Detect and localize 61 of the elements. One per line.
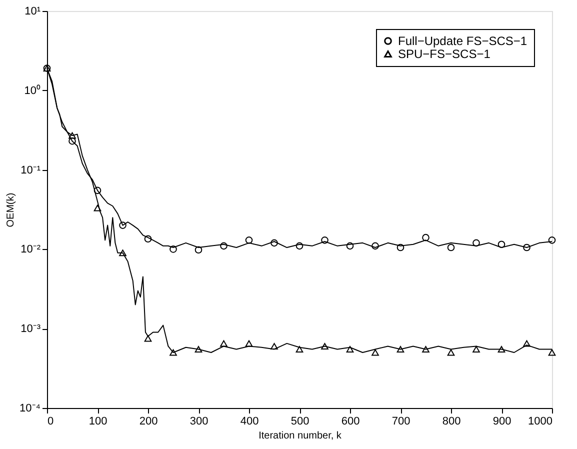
y-tick-label: 10⁻¹ xyxy=(20,164,41,176)
point xyxy=(447,244,455,252)
point xyxy=(422,346,430,352)
x-tick-label: 0 xyxy=(48,416,54,428)
x-tick-label: 400 xyxy=(240,416,259,428)
point xyxy=(194,246,202,254)
point xyxy=(498,240,506,248)
point xyxy=(372,242,379,250)
point xyxy=(523,340,530,347)
y-axis-title: OEM(k) xyxy=(6,192,17,228)
point xyxy=(220,340,228,347)
point xyxy=(472,346,480,352)
x-tick-label: 700 xyxy=(392,416,410,428)
point xyxy=(346,242,354,250)
x-tick-label: 900 xyxy=(492,416,512,428)
point xyxy=(472,239,480,247)
x-tick-label: 100 xyxy=(88,416,108,428)
point xyxy=(270,239,278,247)
point xyxy=(422,234,430,242)
point xyxy=(548,236,556,244)
point xyxy=(296,242,304,250)
y-tick-label: 10⁻⁴ xyxy=(20,402,41,414)
y-tick-label: 10⁰ xyxy=(24,84,40,97)
point xyxy=(94,204,102,212)
point xyxy=(396,244,404,252)
x-tick-label: 300 xyxy=(190,416,208,428)
point xyxy=(498,346,506,352)
point xyxy=(68,132,76,139)
point xyxy=(68,137,76,145)
point xyxy=(245,236,253,244)
point xyxy=(396,346,404,352)
point xyxy=(548,349,556,356)
point xyxy=(170,349,177,356)
point xyxy=(447,349,455,356)
y-tick-label: 10¹ xyxy=(24,6,41,18)
legend-label: Full−Update FS−SCS−1 xyxy=(398,34,528,48)
point xyxy=(170,246,177,253)
x-tick-label: 800 xyxy=(442,416,461,428)
x-tick-label: 600 xyxy=(341,416,360,428)
point xyxy=(194,346,202,352)
x-tick-label: 200 xyxy=(139,416,158,428)
point xyxy=(523,244,530,252)
point xyxy=(321,236,328,244)
point xyxy=(144,235,152,243)
point xyxy=(296,346,304,352)
point xyxy=(346,346,354,352)
point xyxy=(245,340,253,347)
point xyxy=(144,335,152,342)
y-tick-label: 10⁻³ xyxy=(20,323,41,336)
legend-label: SPU−FS−SCS−1 xyxy=(398,47,491,61)
point xyxy=(94,186,102,194)
x-axis-title: Iteration number, k xyxy=(258,430,342,442)
point xyxy=(270,342,278,350)
x-tick-label: 500 xyxy=(290,416,310,428)
point xyxy=(220,242,228,250)
point xyxy=(321,342,328,350)
y-tick-label: 10⁻² xyxy=(20,244,41,256)
point xyxy=(119,250,126,256)
point xyxy=(119,222,126,229)
x-tick-label: 1000 xyxy=(528,416,552,428)
point xyxy=(372,349,379,356)
